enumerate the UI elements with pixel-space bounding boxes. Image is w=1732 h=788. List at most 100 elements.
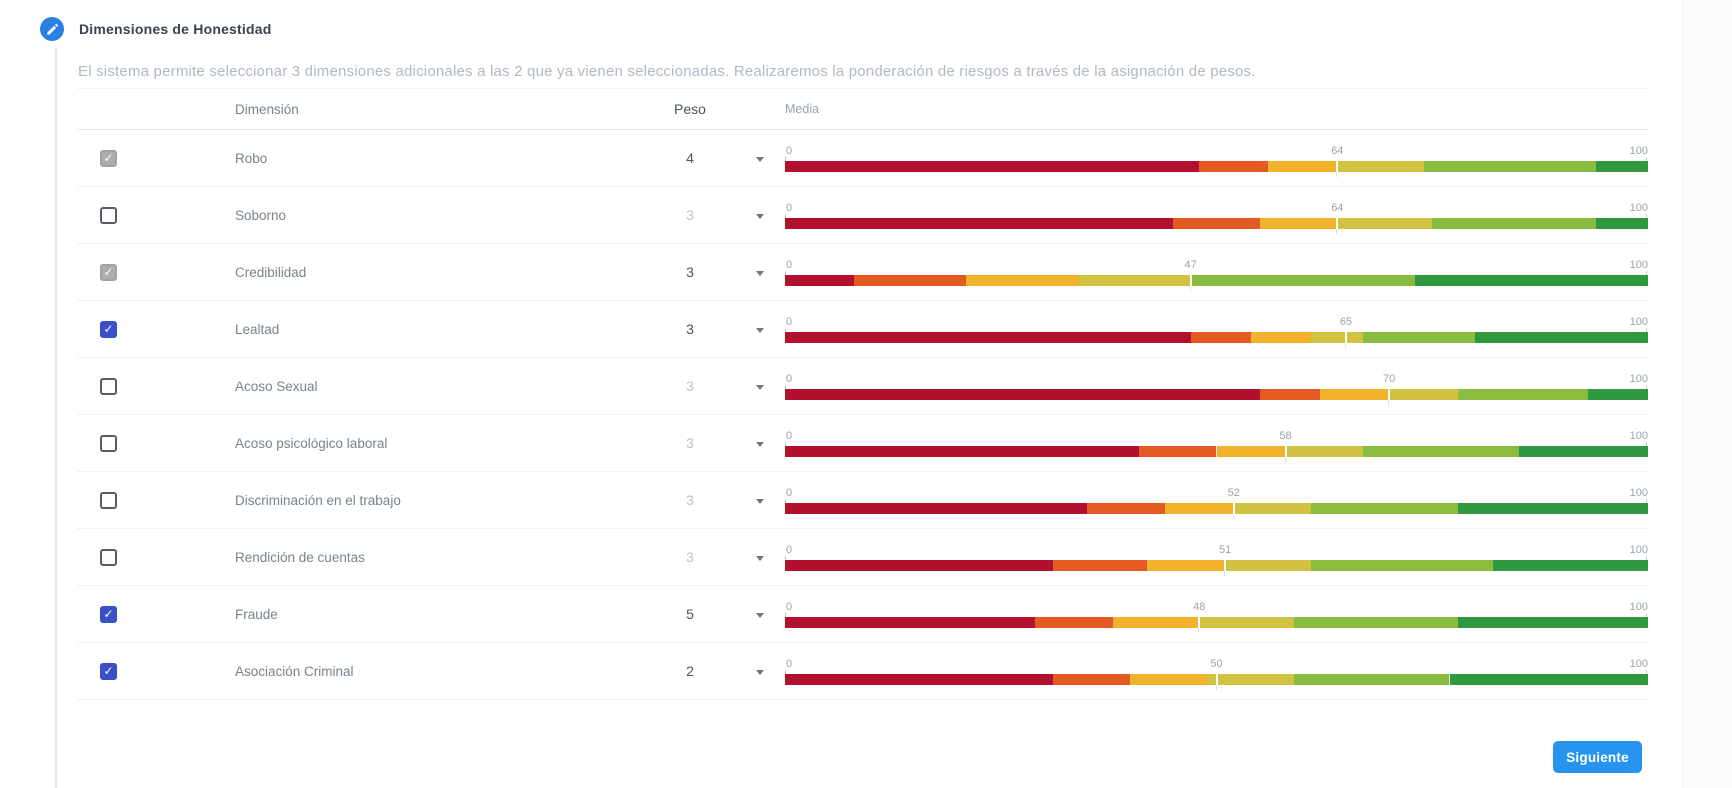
- chevron-down-icon[interactable]: [756, 156, 764, 162]
- risk-segment: [1259, 217, 1338, 229]
- media-scale: 0 64 100: [785, 144, 1648, 177]
- scale-tick: [785, 669, 786, 674]
- scale-min-label: 0: [786, 543, 793, 556]
- risk-segment: [966, 274, 1079, 286]
- risk-gradient-bar: [785, 673, 1648, 690]
- scale-min-label: 0: [786, 486, 793, 499]
- risk-gradient-bar: [785, 502, 1648, 519]
- dimension-checkbox[interactable]: ✓: [100, 605, 117, 623]
- peso-value[interactable]: 3: [686, 207, 694, 223]
- media-marker: [1215, 673, 1218, 690]
- risk-gradient-bar: [785, 445, 1648, 462]
- scale-min-label: 0: [786, 372, 793, 385]
- risk-segment: [1190, 274, 1415, 286]
- dimension-checkbox[interactable]: ✓: [100, 548, 117, 566]
- scale-tick: [785, 555, 786, 560]
- column-header-peso: Peso: [674, 101, 706, 117]
- scale-max-label: 100: [1629, 543, 1648, 556]
- risk-segment: [1035, 616, 1113, 628]
- scale-tick: [785, 498, 786, 503]
- risk-segment: [1458, 388, 1588, 400]
- scale-max-label: 100: [1629, 657, 1648, 670]
- scale-tick: [785, 441, 786, 446]
- media-scale: 0 58 100: [785, 430, 1648, 462]
- scale-tick: [1646, 555, 1647, 560]
- media-marker: [1344, 331, 1347, 348]
- dimension-name: Discriminación en el trabajo: [235, 492, 401, 508]
- dimension-checkbox[interactable]: ✓: [100, 263, 117, 281]
- risk-segment: [1268, 160, 1338, 172]
- table-row: ✓ Robo 4 0 64 100: [77, 130, 1648, 187]
- media-marker: [1224, 559, 1227, 576]
- media-value-label: 50: [1210, 657, 1223, 670]
- risk-segment: [1294, 673, 1450, 685]
- chevron-down-icon[interactable]: [756, 213, 764, 219]
- scale-tick: [1646, 498, 1647, 503]
- dimension-checkbox[interactable]: ✓: [100, 434, 117, 452]
- scale-max-label: 100: [1629, 144, 1648, 157]
- peso-value[interactable]: 2: [686, 663, 694, 679]
- risk-segment: [1475, 331, 1648, 343]
- media-marker: [1232, 502, 1235, 519]
- peso-value[interactable]: 4: [686, 150, 694, 166]
- column-header-dimension: Dimensión: [235, 101, 299, 117]
- dimension-checkbox[interactable]: ✓: [100, 491, 117, 509]
- dimension-checkbox[interactable]: ✓: [100, 320, 117, 338]
- peso-value[interactable]: 3: [686, 492, 694, 508]
- scale-tick: [1646, 612, 1647, 617]
- risk-segment: [1337, 217, 1433, 229]
- risk-segment: [1432, 217, 1597, 229]
- chevron-down-icon[interactable]: [756, 270, 764, 276]
- risk-segment: [785, 160, 1200, 172]
- media-value-label: 64: [1331, 144, 1344, 157]
- peso-value[interactable]: 5: [686, 606, 694, 622]
- peso-value[interactable]: 3: [686, 321, 694, 337]
- chevron-down-icon[interactable]: [756, 327, 764, 333]
- risk-segment: [785, 217, 1174, 229]
- media-scale: 0 52 100: [785, 486, 1648, 519]
- peso-value[interactable]: 3: [686, 435, 694, 451]
- scale-tick: [1646, 156, 1647, 161]
- risk-gradient-bar: [785, 388, 1648, 405]
- risk-segment: [1233, 502, 1312, 514]
- peso-value[interactable]: 3: [686, 378, 694, 394]
- risk-segment: [1518, 445, 1648, 457]
- chevron-down-icon[interactable]: [756, 612, 764, 618]
- chevron-down-icon[interactable]: [756, 441, 764, 447]
- media-value-label: 48: [1193, 600, 1206, 613]
- chevron-down-icon[interactable]: [756, 555, 764, 561]
- dimension-name: Fraude: [235, 606, 278, 622]
- dimension-name: Robo: [235, 150, 268, 166]
- dimension-checkbox[interactable]: ✓: [100, 377, 117, 395]
- scale-max-label: 100: [1629, 315, 1648, 328]
- risk-segment: [1285, 445, 1364, 457]
- risk-segment: [1311, 559, 1493, 571]
- risk-segment: [1225, 559, 1312, 571]
- table-row: ✓ Rendición de cuentas 3 0 51 100: [77, 529, 1648, 586]
- risk-gradient-bar: [785, 331, 1648, 348]
- next-button[interactable]: Siguiente: [1553, 741, 1642, 773]
- chevron-down-icon[interactable]: [756, 384, 764, 390]
- dimension-checkbox[interactable]: ✓: [100, 149, 117, 167]
- dimension-checkbox[interactable]: ✓: [100, 206, 117, 224]
- media-marker: [1284, 445, 1287, 462]
- scale-tick: [1646, 384, 1647, 389]
- media-marker: [1336, 160, 1339, 177]
- page-title: Dimensiones de Honestidad: [79, 21, 272, 37]
- chevron-down-icon[interactable]: [756, 498, 764, 504]
- chevron-down-icon[interactable]: [756, 669, 764, 675]
- risk-segment: [1294, 616, 1459, 628]
- risk-segment: [1311, 502, 1459, 514]
- table-row: ✓ Asociación Criminal 2 0 50 100: [77, 643, 1648, 700]
- peso-value[interactable]: 3: [686, 549, 694, 565]
- risk-segment: [1458, 616, 1648, 628]
- scale-min-label: 0: [786, 144, 793, 157]
- dimension-checkbox[interactable]: ✓: [100, 662, 117, 680]
- risk-segment: [785, 616, 1036, 628]
- scale-max-label: 100: [1629, 600, 1648, 613]
- risk-gradient-bar: [785, 217, 1648, 234]
- risk-segment: [1251, 331, 1312, 343]
- media-marker: [1388, 388, 1391, 405]
- peso-value[interactable]: 3: [686, 264, 694, 280]
- stepper-connector-line: [55, 48, 57, 788]
